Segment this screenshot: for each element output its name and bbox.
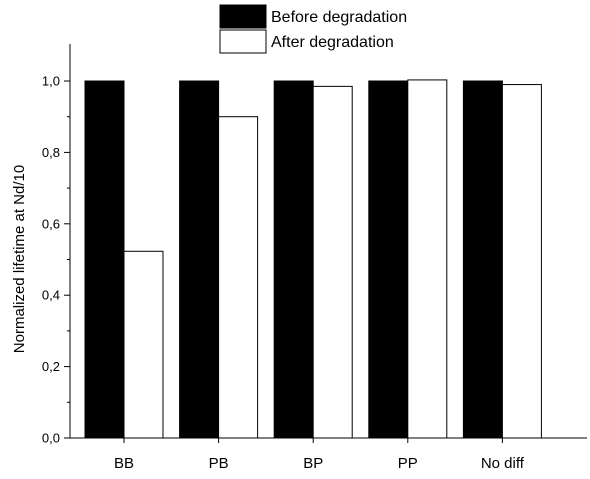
bar-no-diff-after — [501, 84, 542, 439]
bar-bp-before — [273, 80, 314, 439]
bar-no-diff-before — [462, 80, 503, 439]
bar-pp-after — [407, 79, 448, 439]
x-tick-label: BP — [303, 455, 323, 472]
legend-label-after: After degradation — [271, 34, 394, 51]
x-ticks: BB PB BP PP No diff — [114, 438, 525, 472]
y-tick-label: 0,4 — [42, 288, 60, 303]
legend-swatch-after — [219, 29, 267, 54]
plot-area: 0,0 0,2 0,4 0,6 0,8 1,0 BB PB BP PP No diff — [42, 44, 587, 472]
y-tick-label: 0,6 — [42, 216, 60, 231]
bar-bb-after — [123, 250, 164, 439]
legend: Before degradation After degradation — [219, 4, 407, 54]
x-tick-label: PB — [209, 455, 229, 472]
legend-label-before: Before degradation — [271, 9, 407, 26]
bars — [84, 79, 542, 439]
y-tick-label: 0,0 — [42, 431, 60, 446]
legend-swatch-before — [219, 4, 267, 29]
bar-pb-after — [218, 116, 259, 439]
y-tick-label: 0,2 — [42, 359, 60, 374]
y-tick-label: 0,8 — [42, 145, 60, 160]
y-ticks: 0,0 0,2 0,4 0,6 0,8 1,0 — [42, 74, 70, 446]
y-tick-label: 1,0 — [42, 74, 60, 89]
bar-pb-before — [179, 80, 220, 439]
x-tick-label: No diff — [481, 455, 525, 472]
bar-bp-after — [312, 85, 353, 439]
x-tick-label: PP — [398, 455, 418, 472]
bar-pp-before — [368, 80, 409, 439]
x-tick-label: BB — [114, 455, 134, 472]
bar-bb-before — [84, 80, 125, 439]
y-axis-title: Normalized lifetime at Nd/10 — [11, 165, 28, 353]
